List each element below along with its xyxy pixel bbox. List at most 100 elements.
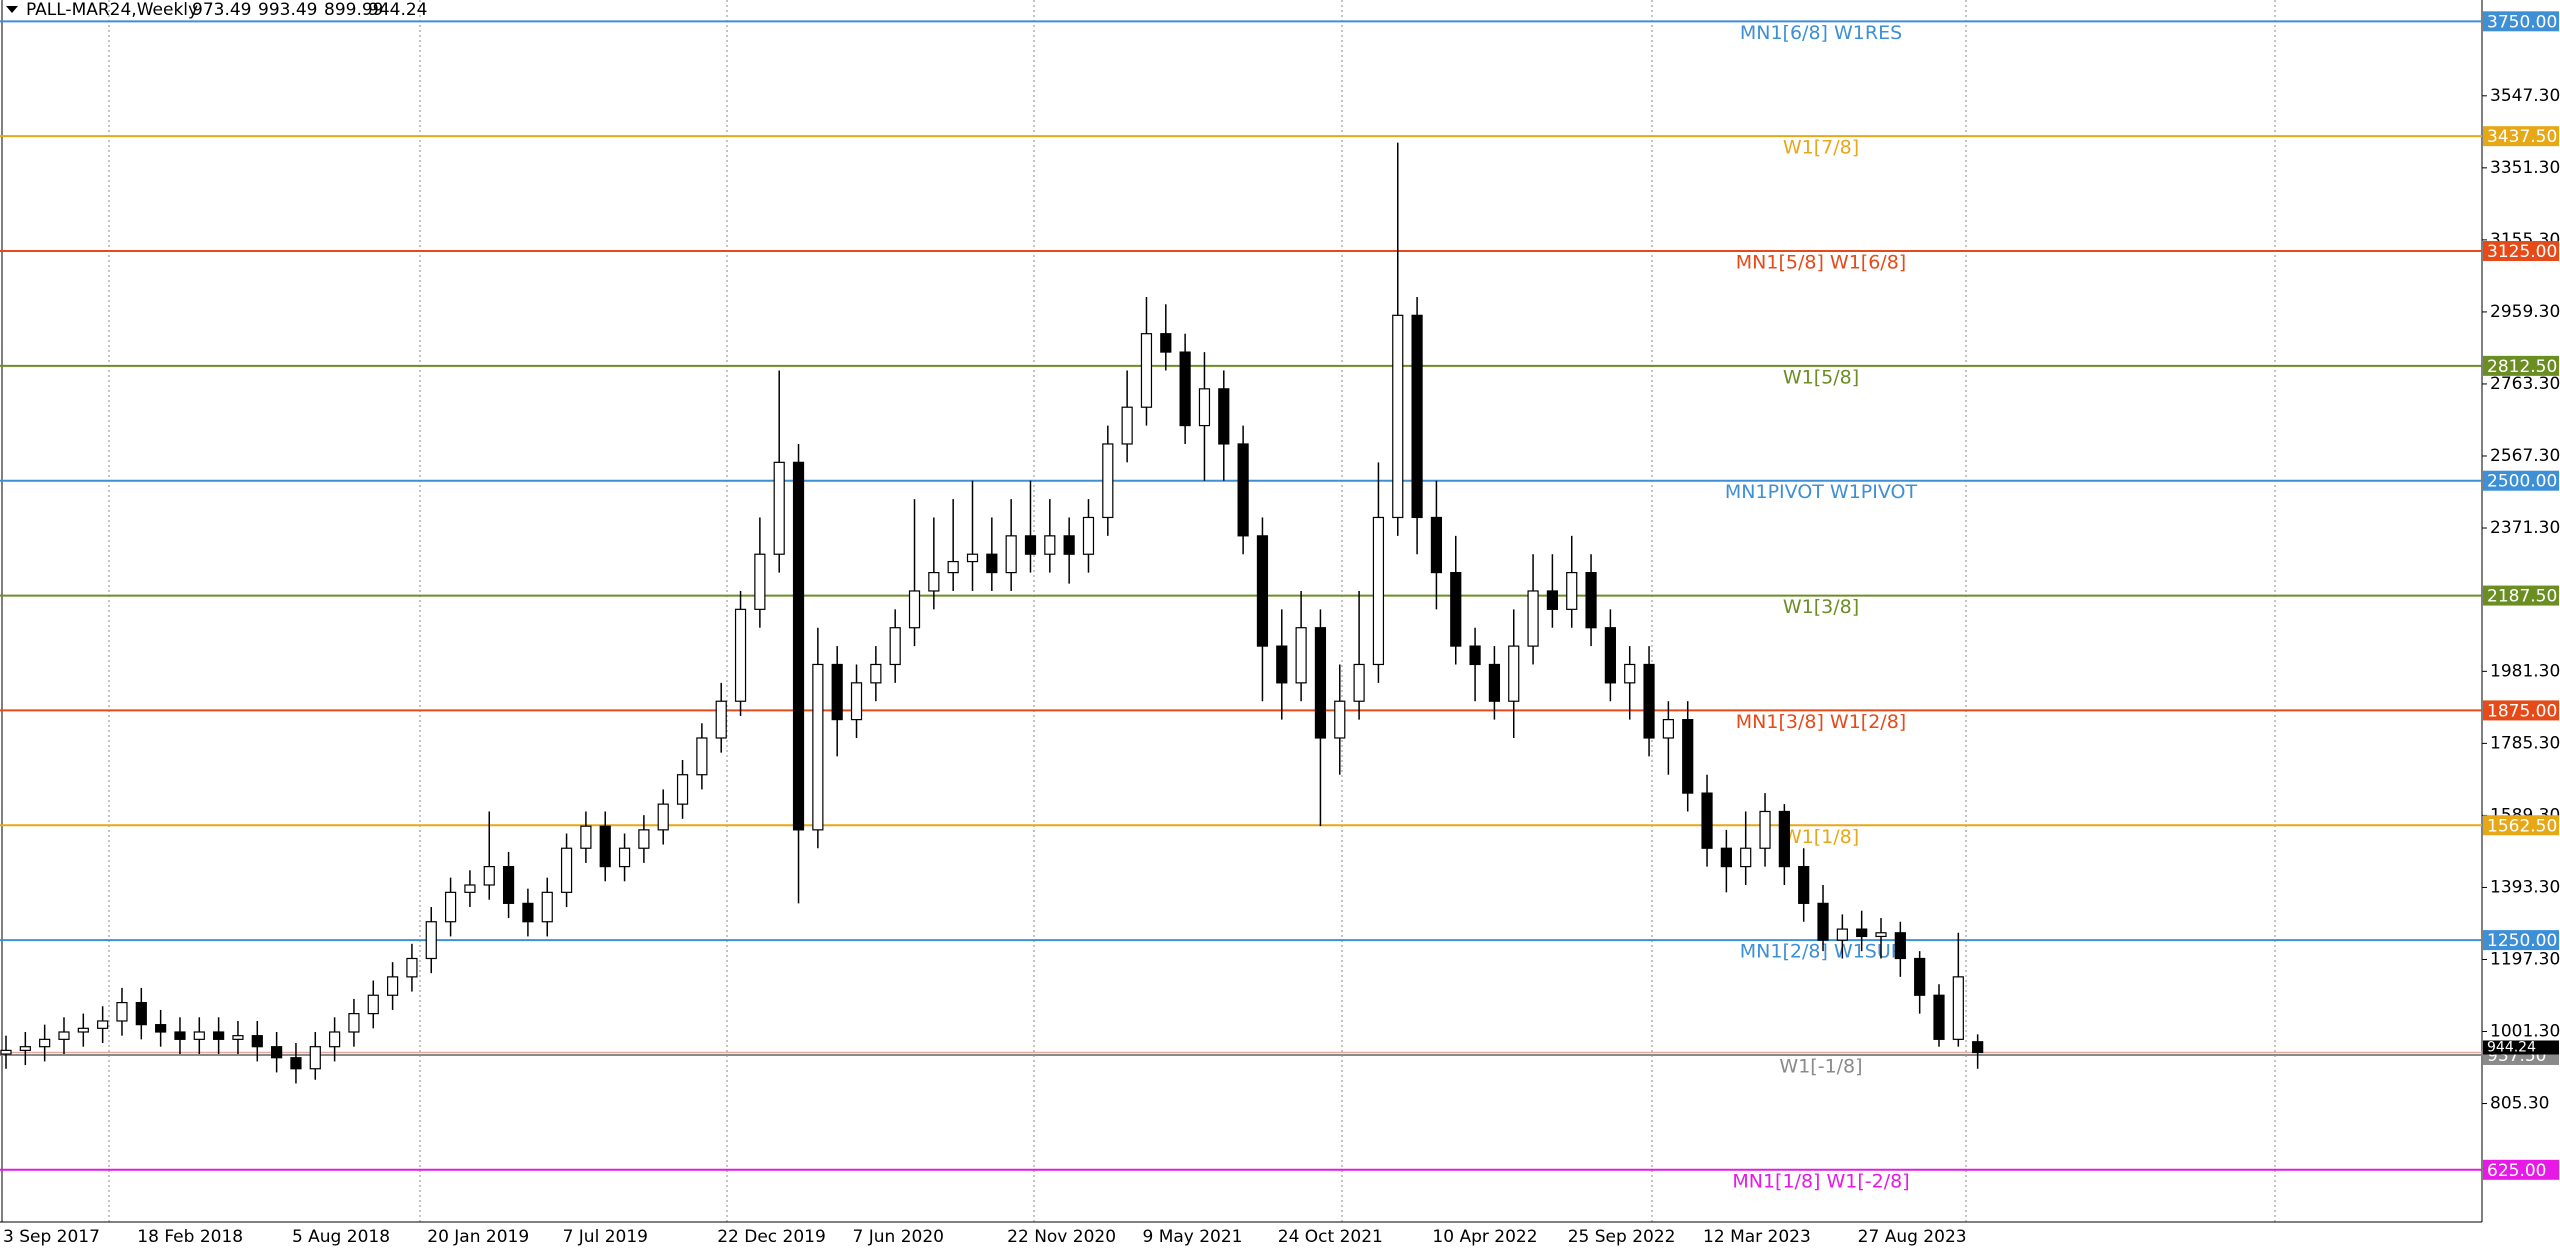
- candle-body: [1140, 333, 1153, 408]
- candle-body: [1604, 627, 1616, 684]
- candle-body: [1624, 663, 1636, 684]
- candle-body: [367, 994, 379, 1015]
- level-badge-label: 1250.00: [2487, 931, 2557, 951]
- candle-body: [889, 627, 901, 666]
- x-tick-label: 7 Jul 2019: [563, 1227, 648, 1247]
- level-label: MN1[2/8] W1SUP: [1740, 941, 1902, 963]
- menu-arrow[interactable]: [6, 6, 18, 13]
- level-badge: [2483, 470, 2559, 491]
- candle-body: [1392, 314, 1404, 519]
- level-badge: [2483, 11, 2559, 32]
- candle-body: [1894, 932, 1906, 960]
- y-tick-label: 1197.30: [2490, 949, 2560, 969]
- candle-body: [1198, 388, 1211, 427]
- candle-body: [657, 803, 669, 831]
- x-tick-label: 24 Oct 2021: [1278, 1227, 1383, 1247]
- candle-body: [232, 1035, 244, 1040]
- candle-body: [676, 774, 689, 805]
- candle-body: [1566, 571, 1578, 610]
- candle-body: [966, 553, 979, 563]
- level-badge-label: 625.00: [2487, 1161, 2546, 1181]
- candle-body: [387, 976, 399, 996]
- candle-body: [734, 608, 747, 702]
- x-tick-label: 9 May 2021: [1142, 1227, 1242, 1247]
- candle-body: [522, 902, 534, 923]
- candle-body: [1450, 571, 1462, 647]
- candle-body: [947, 560, 959, 574]
- candle-body: [1372, 516, 1385, 666]
- candle-body: [1005, 535, 1017, 574]
- candle-body: [1740, 847, 1752, 868]
- candle-body: [1952, 976, 1964, 1040]
- y-tick-label: 805.30: [2490, 1094, 2549, 1114]
- chart-title: PALL-MAR24,Weekly: [26, 0, 198, 20]
- level-badge-label: 1875.00: [2487, 701, 2557, 721]
- candle-body: [251, 1035, 263, 1048]
- candle-body: [1643, 663, 1655, 739]
- level-label: W1[7/8]: [1783, 137, 1859, 159]
- candle-body: [1701, 792, 1713, 849]
- candle-body: [754, 553, 766, 610]
- candle-body: [58, 1031, 70, 1040]
- y-tick-label: 2763.30: [2490, 374, 2560, 394]
- level-badge-label: 2500.00: [2487, 472, 2557, 492]
- candle-body: [1276, 645, 1288, 684]
- y-tick-label: 2567.30: [2490, 446, 2560, 466]
- candle-body: [1121, 406, 1133, 445]
- candle-body: [1063, 535, 1075, 555]
- x-tick-label: 27 Aug 2023: [1858, 1227, 1967, 1247]
- level-badge: [2483, 126, 2559, 147]
- candle-body: [77, 1027, 89, 1033]
- level-badge-label: 2812.50: [2487, 357, 2557, 377]
- candle-body: [1585, 571, 1597, 629]
- level-badge: [2483, 585, 2559, 606]
- candle-body: [1778, 810, 1790, 868]
- level-label: W1[3/8]: [1783, 596, 1859, 618]
- candle-body: [1856, 928, 1868, 938]
- candle-body: [290, 1057, 302, 1070]
- candle-body: [1469, 645, 1481, 666]
- x-tick-label: 7 Jun 2020: [853, 1227, 944, 1247]
- candle-body: [1875, 932, 1887, 938]
- level-badge: [2483, 1159, 2559, 1180]
- y-tick-label: 1981.30: [2490, 661, 2560, 681]
- candle-body: [1218, 388, 1230, 445]
- y-tick-label: 1001.30: [2490, 1022, 2560, 1042]
- candle-body: [39, 1038, 51, 1048]
- level-label: MN1[5/8] W1[6/8]: [1736, 252, 1906, 274]
- ohlc-low: 899.99: [324, 0, 383, 20]
- candle-body: [1411, 314, 1423, 519]
- candle-body: [928, 571, 940, 592]
- candle-body: [116, 1001, 128, 1022]
- y-tick-label: 3351.30: [2490, 158, 2560, 178]
- candle-body: [1933, 994, 1945, 1040]
- candle-body: [715, 700, 727, 739]
- candle-body: [97, 1020, 109, 1029]
- candle-body: [541, 891, 553, 923]
- level-label: MN1[3/8] W1[2/8]: [1736, 711, 1906, 733]
- x-tick-label: 22 Nov 2020: [1007, 1227, 1116, 1247]
- x-tick-label: 12 Mar 2023: [1703, 1227, 1811, 1247]
- level-label: W1[-1/8]: [1779, 1055, 1862, 1077]
- level-label: MN1PIVOT W1PIVOT: [1725, 481, 1918, 503]
- level-badge: [2483, 355, 2559, 376]
- candle-body: [1720, 847, 1732, 868]
- y-tick-label: 2959.30: [2490, 302, 2560, 322]
- candle-body: [1836, 928, 1848, 941]
- candle-body: [329, 1031, 341, 1048]
- candle-body: [348, 1013, 360, 1033]
- candle-body: [1682, 719, 1694, 794]
- candle-body: [1759, 810, 1771, 849]
- x-tick-label: 25 Sep 2022: [1568, 1227, 1676, 1247]
- candle-body: [773, 461, 785, 555]
- candle-body: [271, 1046, 283, 1059]
- candle-body: [1817, 902, 1829, 941]
- candle-body: [580, 825, 592, 849]
- candle-body: [1237, 443, 1249, 537]
- candle-body: [1546, 590, 1559, 610]
- level-badge-label: 2187.50: [2487, 587, 2557, 607]
- candle-body: [1430, 516, 1443, 574]
- y-tick-label: 1785.30: [2490, 733, 2560, 753]
